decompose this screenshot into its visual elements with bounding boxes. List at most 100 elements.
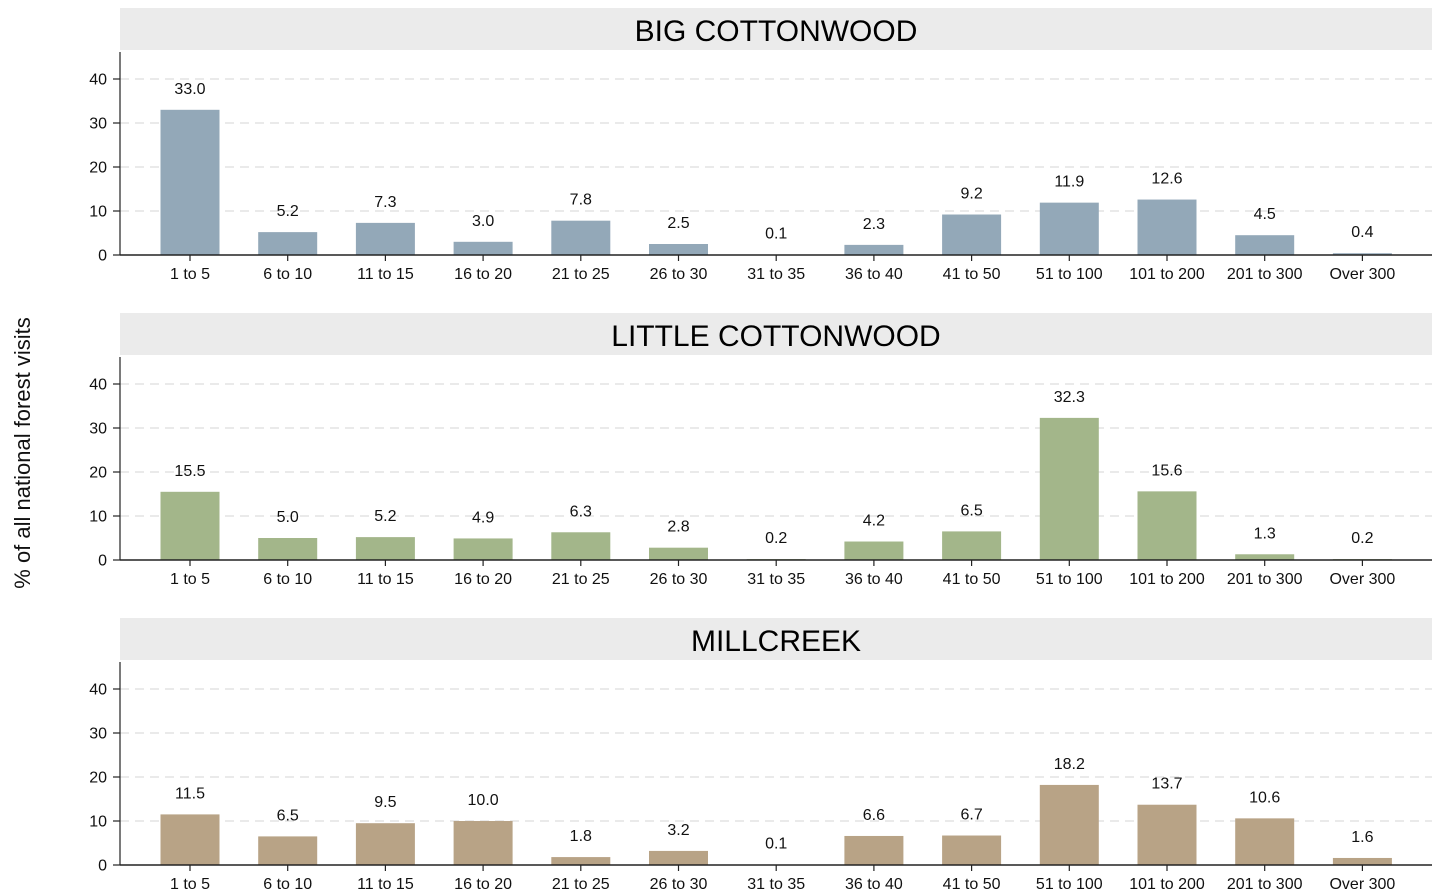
panel-title-strip (120, 8, 1432, 50)
x-tick-label: 101 to 200 (1129, 876, 1205, 893)
bar (1332, 857, 1392, 865)
bar (551, 857, 611, 865)
panel-title: MILLCREEK (691, 625, 861, 658)
bar-value-label: 32.3 (1054, 389, 1085, 406)
bar (453, 241, 513, 255)
bar-value-label: 2.8 (667, 519, 689, 536)
bar (453, 538, 513, 560)
x-tick-label: 201 to 300 (1227, 266, 1303, 283)
x-tick-label: 26 to 30 (650, 571, 708, 588)
bar (844, 835, 904, 865)
x-tick-label: 31 to 35 (747, 876, 805, 893)
bar (160, 814, 220, 865)
x-tick-label: Over 300 (1329, 571, 1395, 588)
x-tick-label: 11 to 15 (357, 876, 414, 893)
x-tick-label: 21 to 25 (552, 571, 610, 588)
x-tick-label: 36 to 40 (845, 266, 903, 283)
y-tick-label: 30 (89, 726, 107, 743)
bar (355, 222, 415, 255)
bar-value-label: 9.2 (960, 186, 982, 203)
x-tick-label: 6 to 10 (263, 571, 312, 588)
bar-value-label: 11.5 (175, 785, 205, 802)
bar-value-label: 12.6 (1151, 171, 1182, 188)
bar-value-label: 0.2 (1351, 530, 1373, 547)
bar (844, 244, 904, 255)
x-tick-label: 101 to 200 (1129, 266, 1205, 283)
bar (1137, 804, 1197, 865)
bar (649, 547, 708, 560)
bar-value-label: 0.1 (765, 836, 787, 853)
x-tick-label: 26 to 30 (650, 876, 708, 893)
chart-panel: MILLCREEK 0 10 20 30 40 11.5 1 to 5 6.5 6 to 10 9.… (89, 618, 1432, 893)
y-tick-label: 40 (89, 682, 107, 699)
y-tick-label: 40 (89, 377, 107, 394)
x-tick-label: 16 to 20 (454, 571, 512, 588)
bar (942, 531, 1002, 560)
y-tick-label: 20 (89, 160, 107, 177)
bar-value-label: 15.5 (174, 463, 205, 480)
bar-value-label: 10.6 (1249, 789, 1280, 806)
bar-value-label: 0.1 (765, 226, 787, 243)
bar-value-label: 18.2 (1054, 756, 1085, 773)
x-tick-label: 11 to 15 (357, 266, 414, 283)
bar (160, 109, 220, 255)
bar-value-label: 4.5 (1254, 206, 1276, 223)
x-tick-label: 16 to 20 (454, 266, 512, 283)
x-tick-label: 36 to 40 (845, 876, 903, 893)
bar-value-label: 6.3 (570, 503, 592, 520)
x-tick-label: Over 300 (1329, 876, 1395, 893)
chart-panels: BIG COTTONWOOD 0 10 20 30 40 33.0 1 to 5 5.2 6 to… (89, 8, 1432, 893)
bar-value-label: 3.0 (472, 213, 494, 230)
bar (1137, 491, 1197, 560)
y-tick-label: 30 (89, 116, 107, 133)
x-tick-label: 1 to 5 (170, 266, 210, 283)
y-tick-label: 0 (98, 858, 107, 875)
bar-value-label: 5.2 (374, 508, 396, 525)
bar-value-label: 4.2 (863, 513, 885, 530)
bar (551, 532, 611, 560)
bar (942, 835, 1002, 865)
y-tick-label: 30 (89, 421, 107, 438)
y-tick-label: 40 (89, 72, 107, 89)
x-tick-label: 31 to 35 (747, 571, 805, 588)
bar-value-label: 9.5 (374, 794, 396, 811)
x-tick-label: 11 to 15 (357, 571, 414, 588)
bar-value-label: 5.0 (277, 509, 299, 526)
bar (258, 232, 318, 255)
y-tick-label: 0 (98, 248, 107, 265)
bar (844, 541, 904, 560)
x-tick-label: 1 to 5 (170, 876, 210, 893)
bar-value-label: 1.6 (1351, 829, 1373, 846)
bar (1039, 202, 1099, 255)
bar-value-label: 1.8 (570, 828, 592, 845)
bar (1137, 199, 1197, 255)
bar-value-label: 11.9 (1054, 174, 1084, 191)
y-tick-label: 10 (89, 509, 107, 526)
bar-value-label: 7.8 (570, 192, 592, 209)
panel-title: LITTLE COTTONWOOD (611, 320, 940, 353)
bar (1235, 554, 1295, 560)
x-tick-label: 36 to 40 (845, 571, 903, 588)
bar (1235, 818, 1295, 865)
bar-value-label: 33.0 (174, 81, 205, 98)
panel-title-strip (120, 313, 1432, 355)
y-axis-label: % of all national forest visits (10, 317, 35, 588)
x-tick-label: 1 to 5 (170, 571, 210, 588)
x-tick-label: 41 to 50 (943, 571, 1001, 588)
x-tick-label: 21 to 25 (552, 876, 610, 893)
bar (160, 491, 220, 560)
bar-value-label: 13.7 (1151, 776, 1182, 793)
x-tick-label: 201 to 300 (1227, 876, 1303, 893)
bar (649, 244, 708, 255)
bar-value-label: 5.2 (277, 203, 299, 220)
bar-value-label: 0.2 (765, 530, 787, 547)
bar (453, 821, 513, 865)
bar (551, 220, 611, 255)
x-tick-label: 26 to 30 (650, 266, 708, 283)
bar-value-label: 15.6 (1151, 462, 1182, 479)
bar (355, 537, 415, 560)
panel-title-strip (120, 618, 1432, 660)
bar (649, 850, 708, 865)
y-tick-label: 10 (89, 204, 107, 221)
